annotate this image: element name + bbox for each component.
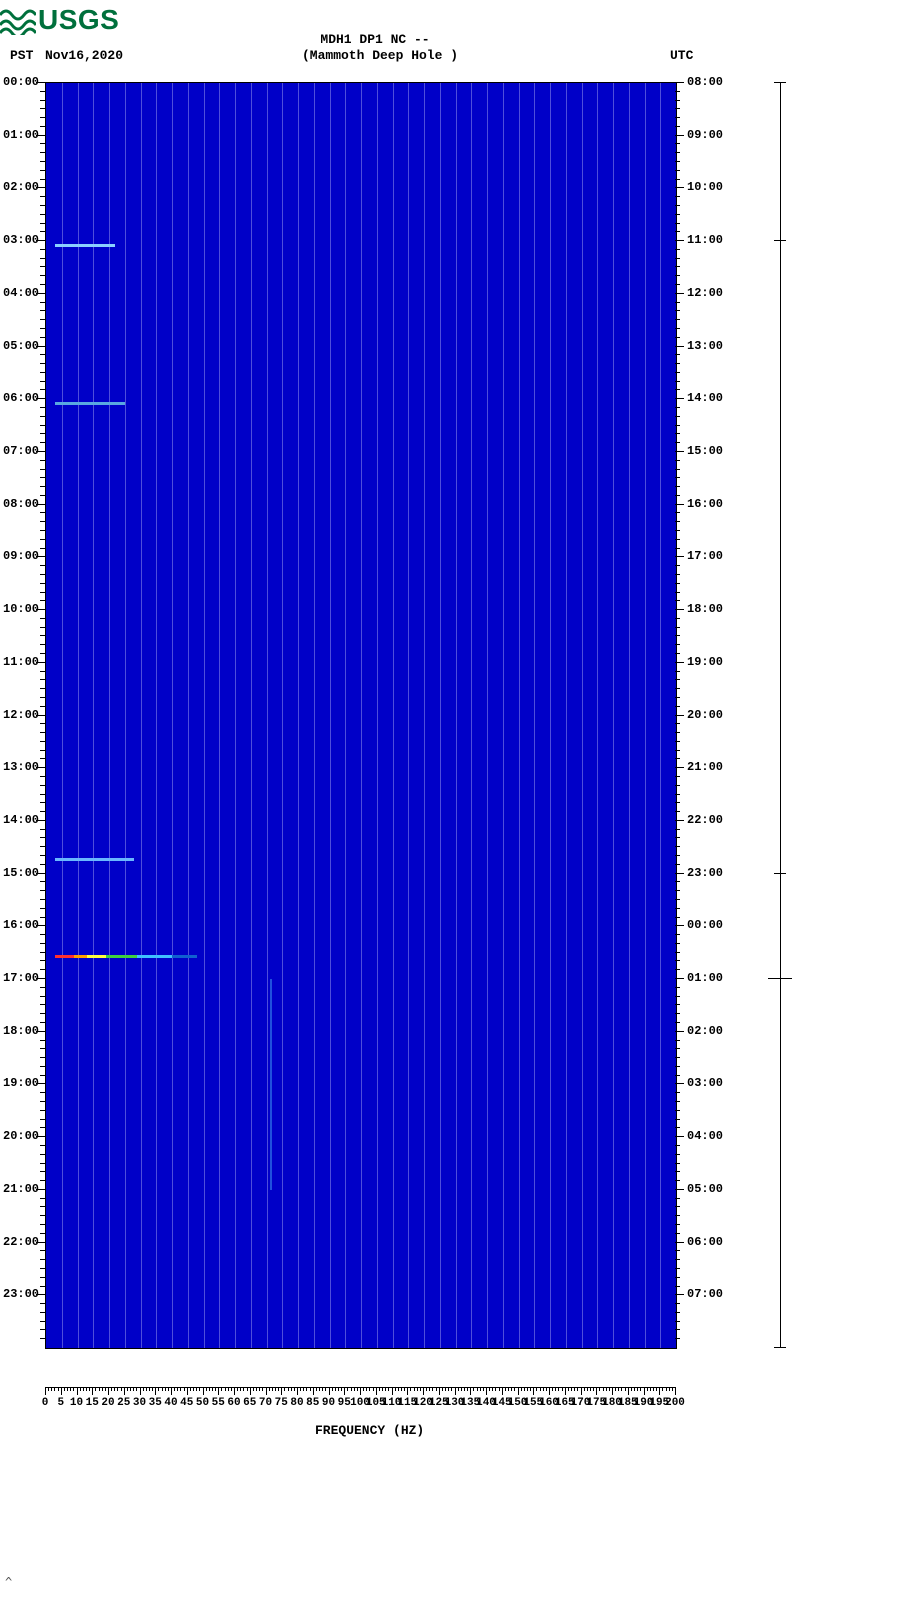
usgs-logo: USGS — [0, 4, 119, 36]
left-time-label: 04:00 — [3, 286, 34, 300]
frequency-tick-label: 45 — [180, 1397, 193, 1409]
right-time-label: 19:00 — [687, 655, 723, 669]
right-time-label: 06:00 — [687, 1235, 723, 1249]
left-time-label: 05:00 — [3, 339, 34, 353]
right-time-label: 05:00 — [687, 1182, 723, 1196]
right-time-label: 03:00 — [687, 1076, 723, 1090]
right-time-label: 08:00 — [687, 75, 723, 89]
station-name: (Mammoth Deep Hole ) — [290, 48, 470, 63]
frequency-tick-label: 95 — [338, 1397, 351, 1409]
left-time-label: 01:00 — [3, 128, 34, 142]
left-time-label: 21:00 — [3, 1182, 34, 1196]
right-time-label: 02:00 — [687, 1024, 723, 1038]
left-time-label: 22:00 — [3, 1235, 34, 1249]
frequency-tick-label: 30 — [133, 1397, 146, 1409]
right-time-label: 23:00 — [687, 866, 723, 880]
left-time-label: 18:00 — [3, 1024, 34, 1038]
right-time-label: 07:00 — [687, 1287, 723, 1301]
right-time-label: 10:00 — [687, 180, 723, 194]
side-timeline — [780, 82, 781, 1347]
page-root: USGS PST Nov16,2020 MDH1 DP1 NC -- (Mamm… — [0, 0, 902, 1613]
frequency-tick-label: 20 — [101, 1397, 114, 1409]
right-time-label: 22:00 — [687, 813, 723, 827]
frequency-tick-label: 90 — [322, 1397, 335, 1409]
frequency-tick-label: 5 — [57, 1397, 64, 1409]
frequency-tick-label: 75 — [275, 1397, 288, 1409]
frequency-tick-label: 40 — [164, 1397, 177, 1409]
left-time-label: 02:00 — [3, 180, 34, 194]
frequency-tick-label: 70 — [259, 1397, 272, 1409]
caret-glyph: ^ — [5, 1575, 12, 1589]
frequency-tick-label: 35 — [149, 1397, 162, 1409]
right-time-label: 04:00 — [687, 1129, 723, 1143]
frequency-axis-title: FREQUENCY (HZ) — [315, 1423, 424, 1438]
left-time-label: 12:00 — [3, 708, 34, 722]
left-time-label: 06:00 — [3, 391, 34, 405]
frequency-tick-label: 60 — [227, 1397, 240, 1409]
left-timezone-label: PST — [10, 48, 33, 63]
frequency-tick-label: 25 — [117, 1397, 130, 1409]
left-time-label: 20:00 — [3, 1129, 34, 1143]
frequency-tick-label: 55 — [212, 1397, 225, 1409]
frequency-tick-label: 10 — [70, 1397, 83, 1409]
left-time-label: 09:00 — [3, 549, 34, 563]
left-time-label: 10:00 — [3, 602, 34, 616]
left-time-label: 19:00 — [3, 1076, 34, 1090]
frequency-tick-label: 200 — [665, 1397, 685, 1409]
right-timezone-label: UTC — [670, 48, 693, 63]
right-time-label: 15:00 — [687, 444, 723, 458]
right-time-label: 01:00 — [687, 971, 723, 985]
usgs-wave-icon — [0, 5, 36, 35]
left-time-label: 14:00 — [3, 813, 34, 827]
frequency-tick-label: 85 — [306, 1397, 319, 1409]
right-time-label: 00:00 — [687, 918, 723, 932]
left-time-label: 16:00 — [3, 918, 34, 932]
frequency-tick-label: 65 — [243, 1397, 256, 1409]
frequency-axis: 0510152025303540455055606570758085909510… — [45, 1387, 675, 1425]
right-time-label: 11:00 — [687, 233, 723, 247]
right-time-label: 17:00 — [687, 549, 723, 563]
left-time-label: 11:00 — [3, 655, 34, 669]
left-time-label: 23:00 — [3, 1287, 34, 1301]
frequency-tick-label: 0 — [42, 1397, 49, 1409]
right-time-label: 12:00 — [687, 286, 723, 300]
left-time-label: 07:00 — [3, 444, 34, 458]
right-time-label: 16:00 — [687, 497, 723, 511]
right-time-label: 20:00 — [687, 708, 723, 722]
left-time-label: 15:00 — [3, 866, 34, 880]
right-time-label: 18:00 — [687, 602, 723, 616]
left-time-label: 03:00 — [3, 233, 34, 247]
left-time-label: 17:00 — [3, 971, 34, 985]
right-time-label: 14:00 — [687, 391, 723, 405]
left-time-label: 00:00 — [3, 75, 34, 89]
usgs-logo-text: USGS — [38, 4, 119, 36]
left-time-label: 08:00 — [3, 497, 34, 511]
right-time-label: 21:00 — [687, 760, 723, 774]
frequency-tick-label: 80 — [290, 1397, 303, 1409]
right-time-label: 13:00 — [687, 339, 723, 353]
spectrogram-plot — [45, 82, 677, 1349]
frequency-tick-label: 15 — [86, 1397, 99, 1409]
right-time-label: 09:00 — [687, 128, 723, 142]
frequency-tick-label: 50 — [196, 1397, 209, 1409]
station-code: MDH1 DP1 NC -- — [300, 32, 450, 47]
date-label: Nov16,2020 — [45, 48, 123, 63]
left-time-label: 13:00 — [3, 760, 34, 774]
